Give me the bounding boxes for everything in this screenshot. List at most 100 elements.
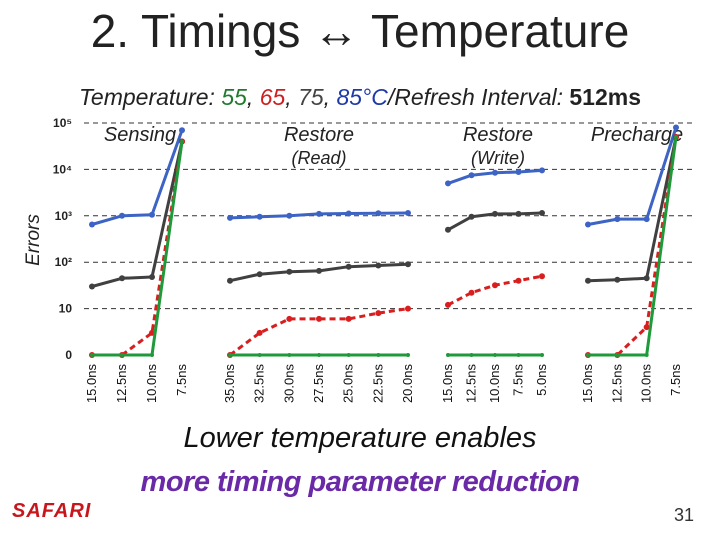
temp-65-label: 65 bbox=[259, 84, 286, 110]
x-tick-label: 12.5ns bbox=[609, 364, 624, 404]
data-point bbox=[257, 353, 262, 357]
data-point bbox=[375, 210, 382, 217]
x-tick-label: 32.5ns bbox=[252, 364, 267, 404]
data-point bbox=[227, 277, 233, 284]
data-point bbox=[406, 353, 410, 357]
temp-85-label: 85 bbox=[336, 84, 363, 110]
data-point bbox=[614, 216, 621, 223]
data-point bbox=[89, 221, 95, 228]
data-point bbox=[316, 210, 322, 217]
data-point bbox=[376, 353, 381, 357]
data-point bbox=[469, 353, 474, 357]
refresh-interval-value: 512ms bbox=[569, 84, 642, 110]
x-tick-label: 12.5ns bbox=[464, 364, 479, 404]
x-tick-label: 27.5ns bbox=[311, 364, 326, 404]
x-tick-label: 5.0ns bbox=[534, 364, 549, 396]
x-tick-label: 12.5ns bbox=[114, 364, 129, 404]
x-tick-label: 35.0ns bbox=[222, 364, 237, 404]
temp-unit-label: °C bbox=[362, 84, 388, 110]
data-point bbox=[345, 263, 352, 270]
series-line-65c bbox=[229, 307, 409, 357]
y-tick-label: 10 bbox=[59, 302, 73, 316]
data-point bbox=[316, 315, 322, 322]
series-line-55c bbox=[588, 136, 678, 357]
data-point bbox=[256, 213, 263, 220]
x-tick-label: 20.0ns bbox=[400, 364, 415, 404]
series-line-65c bbox=[447, 274, 543, 307]
data-point bbox=[468, 289, 475, 296]
data-point bbox=[492, 210, 498, 217]
data-point bbox=[515, 210, 522, 217]
data-point bbox=[539, 210, 545, 216]
data-point bbox=[515, 277, 522, 284]
panel-title: Precharge bbox=[591, 124, 683, 146]
caption-line-1: Lower temperature enables bbox=[183, 422, 537, 454]
data-point bbox=[492, 169, 498, 176]
panel-subtitle: (Write) bbox=[471, 148, 525, 168]
y-tick-label: 0 bbox=[65, 348, 72, 362]
data-point bbox=[516, 353, 521, 357]
y-tick-label: 10⁵ bbox=[53, 116, 72, 130]
x-tick-label: 10.0ns bbox=[487, 364, 502, 404]
x-tick-label: 25.0ns bbox=[341, 364, 356, 404]
x-tick-label: 7.5ns bbox=[174, 364, 189, 396]
x-tick-label: 30.0ns bbox=[281, 364, 296, 404]
data-point bbox=[492, 282, 498, 289]
data-point bbox=[493, 353, 497, 357]
data-point bbox=[375, 262, 382, 269]
series-line-85c bbox=[587, 127, 678, 226]
data-point bbox=[643, 275, 650, 282]
data-point bbox=[119, 275, 125, 282]
x-tick-label: 15.0ns bbox=[580, 364, 595, 404]
data-point bbox=[345, 210, 352, 217]
data-point bbox=[150, 353, 154, 357]
data-point bbox=[586, 353, 590, 357]
data-point bbox=[615, 353, 620, 357]
data-point bbox=[643, 324, 650, 331]
data-point bbox=[227, 214, 233, 221]
safari-logo: SAFARI bbox=[12, 500, 92, 522]
y-tick-label: 10⁴ bbox=[53, 162, 72, 176]
x-tick-label: 10.0ns bbox=[639, 364, 654, 404]
data-point bbox=[90, 353, 94, 357]
data-point bbox=[375, 310, 382, 317]
data-point bbox=[515, 169, 522, 175]
data-point bbox=[346, 353, 351, 357]
page-number: 31 bbox=[673, 505, 694, 525]
series-line-55c bbox=[92, 141, 184, 357]
data-point bbox=[256, 271, 263, 278]
series-line-75c bbox=[91, 141, 184, 288]
y-tick-label: 10² bbox=[55, 255, 72, 269]
x-tick-label: 15.0ns bbox=[440, 364, 455, 404]
data-point bbox=[316, 267, 322, 274]
data-point bbox=[179, 127, 185, 134]
data-point bbox=[445, 301, 451, 308]
data-point bbox=[445, 226, 451, 233]
data-point bbox=[286, 268, 293, 275]
data-point bbox=[614, 276, 621, 283]
series-line-75c bbox=[587, 136, 678, 283]
data-point bbox=[644, 353, 649, 357]
y-tick-label: 10³ bbox=[55, 209, 72, 223]
y-axis-label: Errors bbox=[23, 214, 44, 266]
data-point bbox=[674, 135, 678, 139]
data-point bbox=[149, 211, 155, 218]
panel-title: Restore bbox=[284, 124, 354, 146]
data-point bbox=[345, 315, 352, 322]
data-point bbox=[446, 353, 450, 357]
x-tick-label: 7.5ns bbox=[668, 364, 683, 396]
data-point bbox=[585, 221, 591, 228]
data-point bbox=[89, 283, 95, 290]
temp-75-label: 75 bbox=[298, 84, 324, 110]
x-tick-label: 22.5ns bbox=[370, 364, 385, 404]
data-point bbox=[119, 212, 125, 219]
slide-title: 2. Timings ↔ Temperature bbox=[90, 5, 630, 57]
caption-line-2: more timing parameter reduction bbox=[140, 466, 580, 498]
data-point bbox=[256, 329, 263, 336]
data-point bbox=[468, 213, 475, 220]
data-point bbox=[405, 305, 411, 312]
temp-55-label: 55 bbox=[221, 84, 247, 110]
data-point bbox=[180, 139, 184, 144]
temperature-prefix: Temperature: bbox=[78, 84, 222, 110]
data-point bbox=[539, 273, 545, 280]
